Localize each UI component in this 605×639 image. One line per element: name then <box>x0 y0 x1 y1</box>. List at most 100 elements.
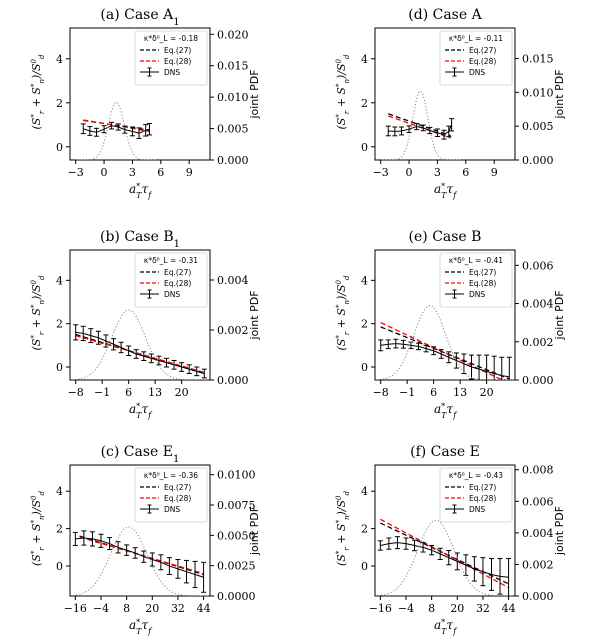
x-tick-label: 13 <box>148 386 162 399</box>
legend-entry: Eq.(28) <box>164 494 191 503</box>
dns-segment <box>118 126 126 131</box>
y-right-tick-label: 0.000 <box>217 154 249 167</box>
dns-segment <box>388 343 396 345</box>
y-right-tick-label: 0.000 <box>522 154 554 167</box>
y-right-tick-label: 0.005 <box>522 120 554 133</box>
dns-segment <box>423 127 431 131</box>
plot-frame <box>374 464 516 597</box>
legend-entry: Eq.(27) <box>164 483 191 492</box>
y-right-tick-label: 0.000 <box>217 374 249 387</box>
dns-segment <box>501 375 510 378</box>
dns-segment <box>380 543 390 546</box>
dns-segment <box>173 364 182 368</box>
data-layer <box>71 309 209 380</box>
dns-segment <box>408 126 417 130</box>
dns-segment <box>418 345 427 350</box>
y-right-tick-label: 0.0100 <box>217 469 256 482</box>
legend-kappa: κ*δ⁰_L = -0.31 <box>144 256 198 265</box>
legend-kappa: κ*δ⁰_L = -0.36 <box>144 471 198 480</box>
x-tick-label: 6 <box>157 166 164 179</box>
dns-segment <box>448 356 457 361</box>
x-tick-label: 9 <box>186 166 193 179</box>
x-tick-label: 8 <box>123 602 130 615</box>
dns-segment <box>196 370 205 374</box>
legend-entry: DNS <box>469 290 485 299</box>
x-tick-label: 13 <box>453 386 467 399</box>
dns-segment <box>433 350 442 355</box>
panel-title: (b) Case B1 <box>100 229 180 250</box>
dns-segment <box>456 360 465 365</box>
x-tick-label: −3 <box>68 166 84 179</box>
panel-5: (c) Case E1 0 2 4 0.0000 0.0025 0.0050 0.0075 0.… <box>30 444 261 636</box>
legend-entry: DNS <box>164 68 180 77</box>
data-layer <box>77 101 157 160</box>
dns-segment <box>422 546 432 551</box>
y-right-axis-label: joint PDF <box>248 290 261 340</box>
x-tick-label: 20 <box>175 386 189 399</box>
panel-title-subscript: 1 <box>173 454 179 465</box>
y-right-tick-label: 0.0050 <box>217 529 256 542</box>
dns-segment <box>145 128 150 131</box>
y-right-tick-label: 0.002 <box>522 336 554 349</box>
dns-segment <box>499 575 509 578</box>
dns-segment <box>166 362 175 366</box>
dns-segment <box>486 370 495 374</box>
y-right-axis-label: joint PDF <box>553 69 566 119</box>
x-tick-label: 6 <box>462 166 469 179</box>
dns-segment <box>111 125 119 128</box>
pdf-curve <box>71 309 209 380</box>
y-right-tick-label: 0.004 <box>522 298 554 311</box>
y-right-tick-label: 0.0025 <box>217 560 256 573</box>
legend-entry: Eq.(27) <box>469 268 496 277</box>
dns-segment <box>98 337 107 342</box>
legend-entry: Eq.(27) <box>469 483 496 492</box>
data-layer <box>376 304 514 380</box>
dns-segment <box>186 571 196 575</box>
y-right-axis-label: joint PDF <box>248 506 261 556</box>
dns-segment <box>457 560 467 566</box>
x-axis-label: a* Tτf <box>434 618 458 636</box>
dns-segment <box>437 132 445 136</box>
legend-entry: DNS <box>164 290 180 299</box>
x-axis-label: a* Tτf <box>434 182 458 200</box>
x-tick-label: 44 <box>197 602 211 615</box>
dns-segment <box>90 335 99 339</box>
x-tick-label: 20 <box>480 386 494 399</box>
y-tick-label: 4 <box>361 274 368 287</box>
y-right-tick-label: 0.005 <box>217 123 249 136</box>
x-tick-label: 9 <box>491 166 498 179</box>
x-tick-label: −4 <box>398 602 414 615</box>
y-tick-label: 2 <box>56 318 63 331</box>
x-tick-label: 0 <box>101 166 108 179</box>
dns-segment <box>482 571 492 575</box>
dns-segment <box>138 129 146 134</box>
dns-segment <box>478 368 487 372</box>
y-right-tick-label: 0.000 <box>522 374 554 387</box>
dns-segment <box>169 565 179 570</box>
y-right-tick-label: 0.010 <box>217 91 249 104</box>
dns-segment <box>425 348 434 352</box>
dns-segment <box>120 347 129 352</box>
dns-segment <box>471 366 480 370</box>
dns-segment <box>143 556 153 560</box>
dns-segment <box>177 568 187 573</box>
dns-segment <box>397 542 407 545</box>
legend-entry: Eq.(28) <box>469 279 496 288</box>
y-right-tick-label: 0.002 <box>522 558 554 571</box>
dns-segment <box>441 353 449 358</box>
x-tick-label: −4 <box>93 602 109 615</box>
dns-segment <box>474 568 484 573</box>
y-tick-label: 2 <box>56 523 63 536</box>
y-right-tick-label: 0.0000 <box>217 590 256 603</box>
y-tick-label: 0 <box>56 560 63 573</box>
x-tick-label: 0 <box>406 166 413 179</box>
dns-segment <box>109 543 119 548</box>
y-tick-label: 2 <box>361 523 368 536</box>
legend-entry: Eq.(28) <box>469 57 496 66</box>
dns-segment <box>395 343 404 345</box>
panel-title: (d) Case A <box>408 7 482 23</box>
dns-segment <box>463 363 472 368</box>
y-tick-label: 4 <box>56 274 63 287</box>
x-tick-label: 3 <box>129 166 136 179</box>
eq28-line <box>75 334 205 374</box>
